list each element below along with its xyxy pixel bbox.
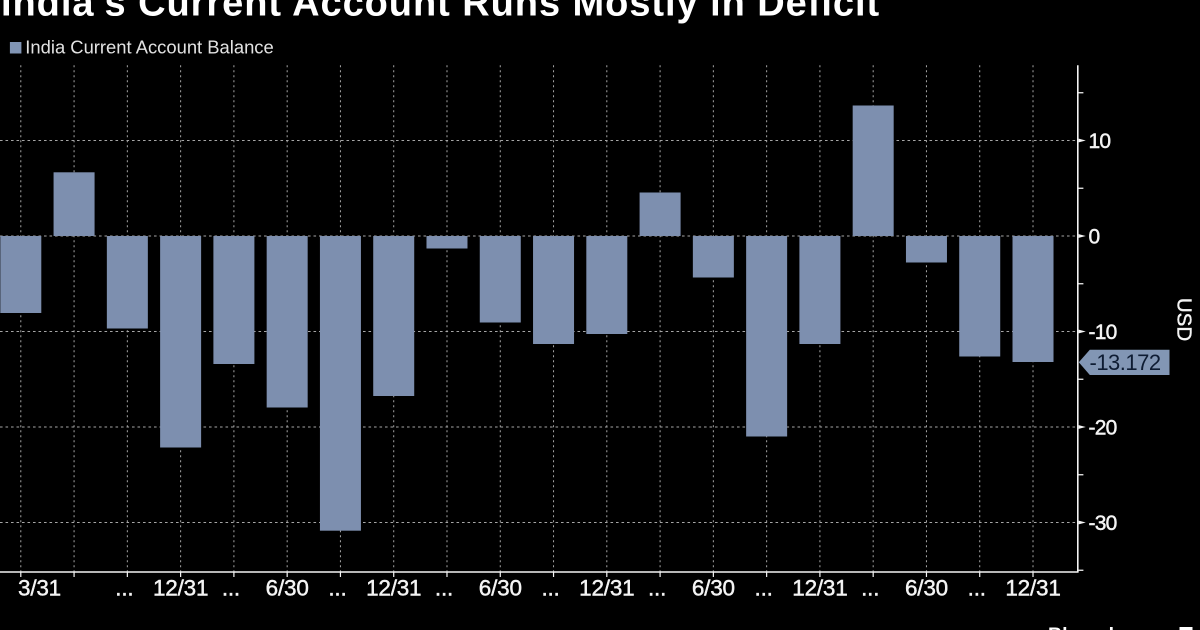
svg-text:10: 10: [1089, 130, 1111, 153]
svg-text:0: 0: [1089, 226, 1100, 249]
svg-text:...: ...: [541, 576, 559, 601]
svg-text:-13.172: -13.172: [1090, 350, 1161, 375]
svg-text:...: ...: [755, 576, 773, 601]
svg-text:Bloomberg: Bloomberg: [1048, 624, 1151, 630]
svg-text:12/31: 12/31: [792, 576, 847, 601]
svg-text:3/31: 3/31: [18, 576, 61, 601]
svg-text:India’s Current Account Runs M: India’s Current Account Runs Mostly in D…: [1, 0, 880, 25]
svg-text:6/30: 6/30: [692, 576, 735, 601]
svg-text:...: ...: [648, 576, 666, 601]
svg-text:...: ...: [861, 576, 879, 601]
svg-text:12/31: 12/31: [1005, 576, 1060, 601]
svg-text:-10: -10: [1089, 321, 1117, 344]
svg-text:...: ...: [222, 576, 240, 601]
svg-text:6/30: 6/30: [905, 576, 948, 601]
svg-text:-20: -20: [1089, 417, 1117, 440]
svg-text:...: ...: [328, 576, 346, 601]
svg-text:USD: USD: [1173, 298, 1196, 341]
svg-text:...: ...: [968, 576, 986, 601]
svg-text:-30: -30: [1089, 512, 1117, 535]
svg-text:12/31: 12/31: [153, 576, 208, 601]
svg-text:6/30: 6/30: [479, 576, 522, 601]
svg-text:12/31: 12/31: [579, 576, 634, 601]
svg-text:India Current Account Balance: India Current Account Balance: [25, 37, 273, 58]
svg-text:6/30: 6/30: [266, 576, 309, 601]
svg-text:12/31: 12/31: [366, 576, 421, 601]
svg-text:...: ...: [435, 576, 453, 601]
svg-text:...: ...: [115, 576, 133, 601]
